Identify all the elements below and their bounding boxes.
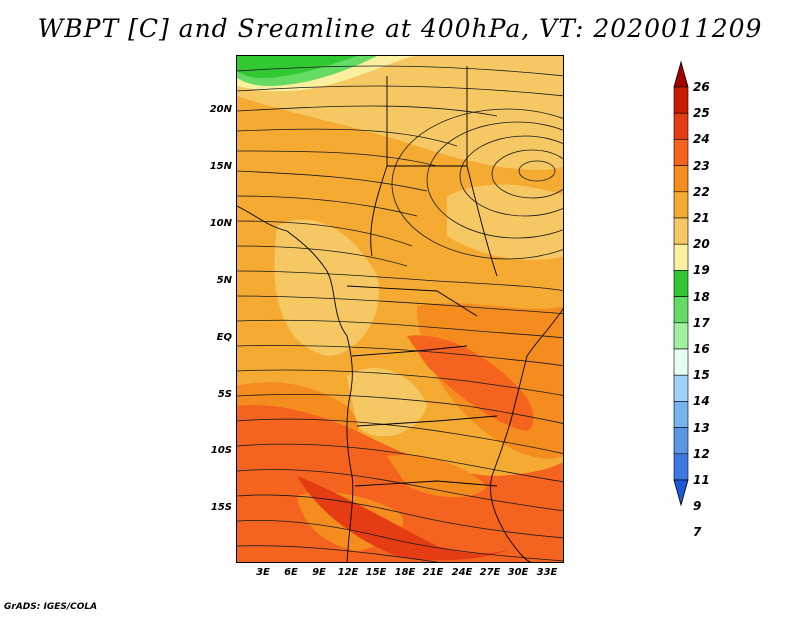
colorbar-label: 25 bbox=[693, 106, 710, 121]
lon-tick-label: 15E bbox=[365, 567, 387, 578]
colorbar-label: 22 bbox=[693, 184, 710, 199]
wbpt-field-20-east bbox=[447, 184, 563, 260]
colorbar-label: 24 bbox=[693, 132, 710, 147]
lon-tick-label: 12E bbox=[337, 567, 359, 578]
colorbar-label: 20 bbox=[693, 237, 710, 252]
wbpt-field-23-band bbox=[407, 335, 534, 431]
colorbar-label: 12 bbox=[693, 446, 710, 461]
chart-title: WBPT [C] and Sreamline at 400hPa, VT: 20… bbox=[37, 14, 763, 43]
lat-tick-label: 5S bbox=[217, 389, 232, 400]
colorbar-swatch bbox=[673, 217, 689, 245]
colorbar-label: 11 bbox=[693, 473, 710, 487]
colorbar-swatch bbox=[673, 322, 689, 350]
wbpt-field-24 bbox=[297, 476, 517, 561]
colorbar-swatch bbox=[673, 139, 689, 166]
colorbar-label: 7 bbox=[693, 525, 702, 540]
lon-tick-label: 6E bbox=[284, 567, 298, 578]
colorbar-label: 17 bbox=[693, 315, 710, 330]
colorbar-swatch bbox=[673, 427, 689, 455]
colorbar-label: 18 bbox=[693, 289, 710, 304]
colorbar-swatch bbox=[673, 270, 689, 297]
colorbar-bottom-arrow bbox=[673, 479, 689, 507]
lat-tick-label: 10S bbox=[210, 445, 232, 456]
colorbar-label: 23 bbox=[693, 158, 710, 173]
map-panel bbox=[236, 55, 564, 563]
colorbar-top-arrow bbox=[673, 60, 689, 88]
colorbar-swatch bbox=[673, 296, 689, 324]
lat-tick-label: EQ bbox=[216, 332, 232, 343]
credit-text: GrADS: IGES/COLA bbox=[4, 602, 98, 612]
colorbar-swatch bbox=[673, 165, 689, 193]
lon-tick-label: 9E bbox=[312, 567, 326, 578]
lon-tick-label: 33E bbox=[536, 567, 558, 578]
colorbar-swatch bbox=[673, 453, 689, 481]
colorbar-label: 15 bbox=[693, 368, 710, 383]
wbpt-field-17b bbox=[237, 56, 357, 78]
lat-tick-label: 15N bbox=[209, 161, 232, 172]
colorbar-swatch bbox=[673, 374, 689, 402]
map-field bbox=[237, 56, 563, 562]
colorbar-label: 19 bbox=[693, 263, 710, 278]
colorbar-swatch bbox=[673, 243, 689, 271]
colorbar-swatch bbox=[673, 191, 689, 219]
lat-tick-label: 15S bbox=[210, 502, 232, 513]
colorbar-label: 16 bbox=[693, 342, 710, 356]
colorbar-label: 26 bbox=[693, 80, 710, 94]
colorbar bbox=[673, 60, 689, 507]
lat-tick-label: 10N bbox=[209, 218, 232, 229]
lon-tick-label: 30E bbox=[507, 567, 529, 578]
colorbar-swatch bbox=[673, 401, 689, 428]
colorbar-label: 9 bbox=[693, 499, 702, 514]
colorbar-label: 14 bbox=[693, 394, 710, 409]
lon-tick-label: 21E bbox=[422, 567, 444, 578]
lon-tick-label: 3E bbox=[256, 567, 270, 578]
lon-tick-label: 18E bbox=[394, 567, 416, 578]
colorbar-swatch bbox=[673, 112, 689, 140]
colorbar-swatch bbox=[673, 348, 689, 376]
lon-tick-label: 27E bbox=[479, 567, 501, 578]
colorbar-swatch bbox=[673, 86, 689, 114]
wbpt-field-22-s bbox=[387, 455, 487, 498]
lon-tick-label: 24E bbox=[451, 567, 473, 578]
lat-tick-label: 5N bbox=[216, 275, 232, 286]
wbpt-field-20-congo bbox=[347, 367, 427, 437]
lat-tick-label: 20N bbox=[209, 104, 232, 115]
colorbar-label: 13 bbox=[693, 420, 710, 435]
colorbar-label: 21 bbox=[693, 211, 710, 225]
coastlines bbox=[237, 66, 563, 562]
streamlines bbox=[237, 65, 563, 562]
